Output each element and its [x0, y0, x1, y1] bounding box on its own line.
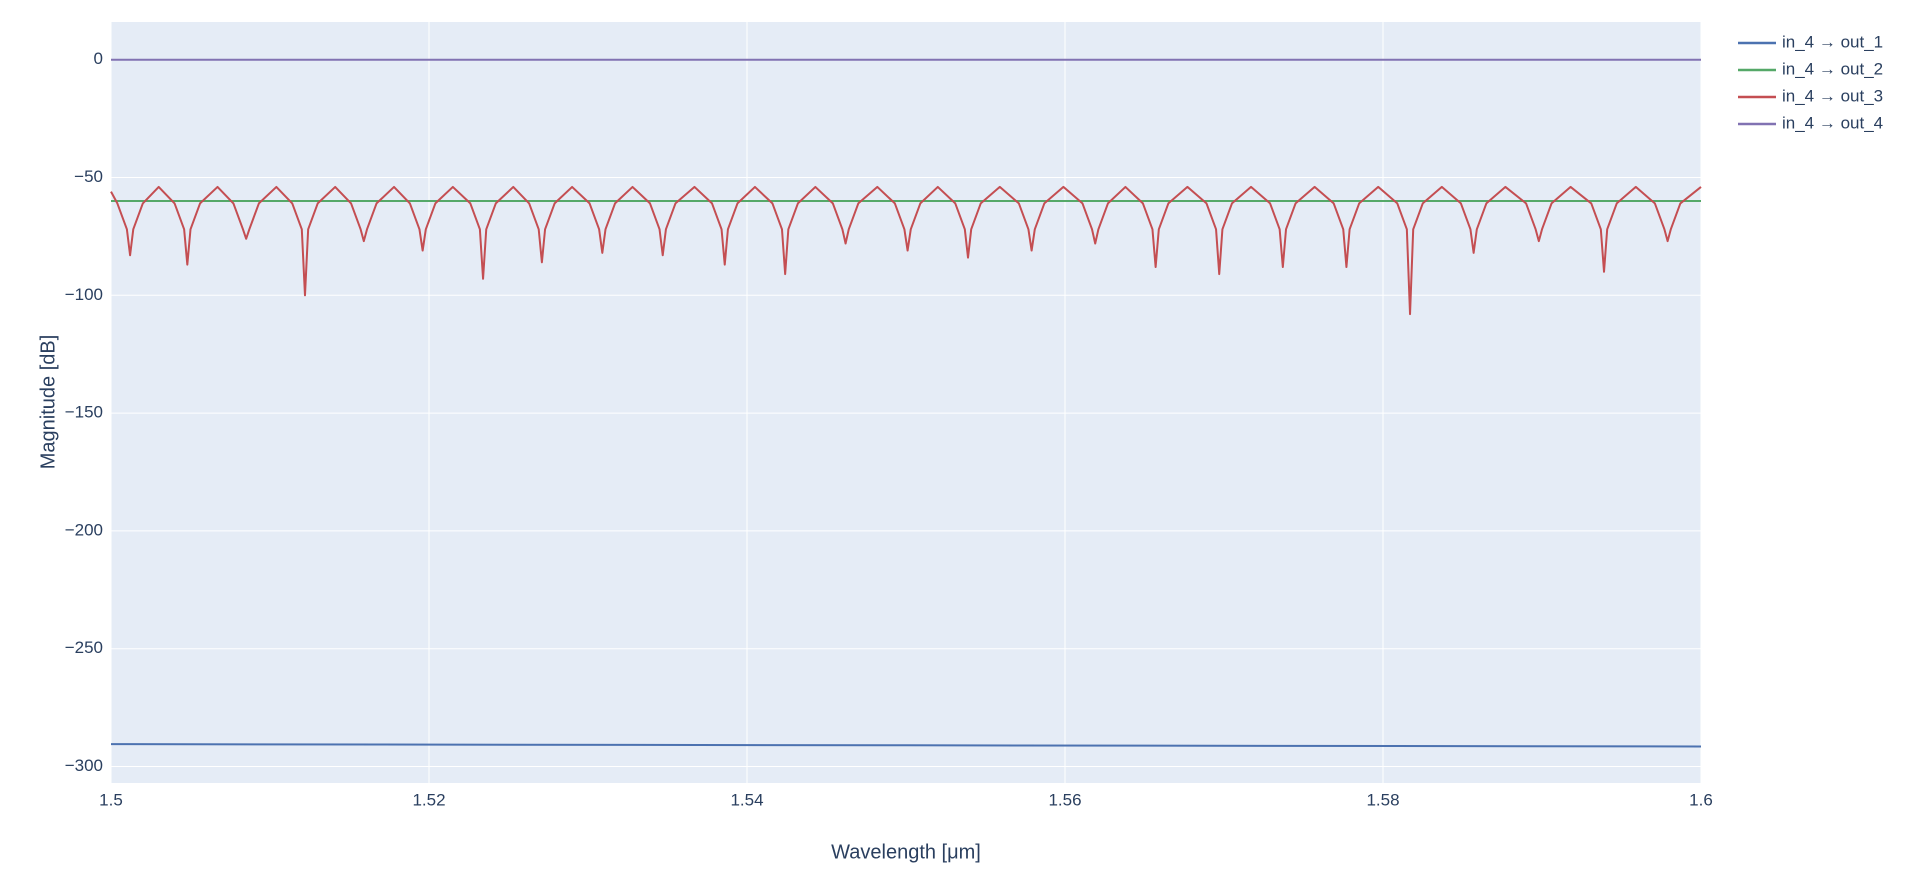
legend-label: in_4 → out_1 — [1782, 32, 1883, 51]
y-tick-label: −50 — [74, 167, 103, 186]
y-tick-label: −150 — [65, 403, 103, 422]
y-tick-label: −200 — [65, 520, 103, 539]
legend-label: in_4 → out_2 — [1782, 59, 1883, 78]
y-tick-label: −250 — [65, 638, 103, 657]
legend-label: in_4 → out_3 — [1782, 86, 1883, 105]
x-tick-label: 1.52 — [412, 790, 445, 809]
y-tick-label: −300 — [65, 756, 103, 775]
x-tick-label: 1.5 — [99, 790, 123, 809]
x-axis-title: Wavelength [μm] — [831, 841, 981, 863]
y-tick-label: 0 — [94, 49, 103, 68]
plot-area — [111, 22, 1701, 783]
x-tick-label: 1.58 — [1366, 790, 1399, 809]
series-line — [110, 743, 1702, 748]
x-tick-label: 1.56 — [1048, 790, 1081, 809]
series-line — [110, 185, 1702, 316]
x-tick-label: 1.6 — [1689, 790, 1713, 809]
x-tick-label: 1.54 — [730, 790, 763, 809]
legend-label: in_4 → out_4 — [1782, 113, 1883, 132]
y-tick-label: −100 — [65, 285, 103, 304]
y-axis-title: Magnitude [dB] — [37, 335, 59, 470]
